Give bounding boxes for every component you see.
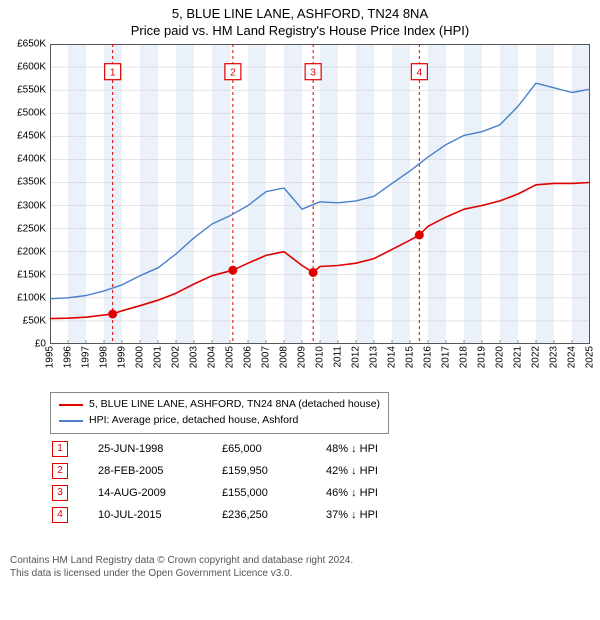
tx-price: £236,250: [220, 504, 324, 526]
x-tick-label: 2000: [135, 346, 146, 368]
plot-area: 1 2 3 4: [50, 44, 590, 344]
svg-text:3: 3: [310, 68, 316, 79]
x-tick-label: 2002: [171, 346, 182, 368]
plot-svg: 1 2 3 4: [50, 44, 590, 344]
x-tick-label: 2022: [531, 346, 542, 368]
x-tick-label: 1999: [117, 346, 128, 368]
y-tick-label: £150K: [0, 269, 46, 280]
tx-price: £155,000: [220, 482, 324, 504]
tx-date: 25-JUN-1998: [96, 438, 220, 460]
x-tick-label: 2013: [369, 346, 380, 368]
legend-label: 5, BLUE LINE LANE, ASHFORD, TN24 8NA (de…: [89, 397, 380, 413]
y-tick-label: £100K: [0, 292, 46, 303]
y-tick-label: £400K: [0, 154, 46, 165]
tx-price: £65,000: [220, 438, 324, 460]
x-axis: 1995199619971998199920002001200220032004…: [50, 346, 590, 384]
table-row: 3 14-AUG-2009£155,00046% ↓ HPI: [50, 482, 390, 504]
legend-item: 5, BLUE LINE LANE, ASHFORD, TN24 8NA (de…: [59, 397, 380, 413]
chart-area: £0 £50K £100K £150K £200K £250K £300K £350K £400…: [0, 44, 600, 384]
x-tick-label: 2019: [477, 346, 488, 368]
x-tick-label: 2018: [459, 346, 470, 368]
y-axis: £0£50K£100K£150K£200K£250K£300K£350K£400…: [0, 44, 50, 344]
tx-marker: 1: [52, 441, 68, 457]
tx-date: 10-JUL-2015: [96, 504, 220, 526]
x-tick-label: 2001: [153, 346, 164, 368]
x-tick-label: 2017: [441, 346, 452, 368]
legend-item: HPI: Average price, detached house, Ashf…: [59, 413, 380, 429]
y-tick-label: £0: [0, 339, 46, 350]
x-tick-label: 2015: [405, 346, 416, 368]
x-tick-label: 2021: [513, 346, 524, 368]
caption: Contains HM Land Registry data © Crown c…: [10, 554, 353, 580]
y-tick-label: £350K: [0, 177, 46, 188]
transactions-table: 1 25-JUN-1998£65,00048% ↓ HPI 2 28-FEB-2005…: [50, 438, 390, 526]
x-tick-label: 1995: [45, 346, 56, 368]
x-tick-label: 1997: [81, 346, 92, 368]
tx-date: 28-FEB-2005: [96, 460, 220, 482]
x-tick-label: 2003: [189, 346, 200, 368]
tx-marker: 2: [52, 463, 68, 479]
y-tick-label: £200K: [0, 246, 46, 257]
y-tick-label: £50K: [0, 315, 46, 326]
y-tick-label: £500K: [0, 108, 46, 119]
tx-marker: 4: [52, 507, 68, 523]
x-tick-label: 2009: [297, 346, 308, 368]
legend-swatch: [59, 420, 83, 422]
y-tick-label: £650K: [0, 39, 46, 50]
tx-price: £159,950: [220, 460, 324, 482]
tx-delta: 48% ↓ HPI: [324, 438, 390, 460]
x-tick-label: 2025: [585, 346, 596, 368]
y-tick-label: £300K: [0, 200, 46, 211]
x-tick-label: 2011: [333, 346, 344, 368]
x-tick-label: 2010: [315, 346, 326, 368]
tx-date: 14-AUG-2009: [96, 482, 220, 504]
chart-container: 5, BLUE LINE LANE, ASHFORD, TN24 8NA Pri…: [0, 0, 600, 620]
tx-delta: 37% ↓ HPI: [324, 504, 390, 526]
x-tick-label: 2016: [423, 346, 434, 368]
x-tick-label: 1998: [99, 346, 110, 368]
y-tick-label: £550K: [0, 85, 46, 96]
svg-text:1: 1: [110, 68, 116, 79]
title-line2: Price paid vs. HM Land Registry's House …: [0, 23, 600, 40]
x-tick-label: 2012: [351, 346, 362, 368]
table-row: 2 28-FEB-2005£159,95042% ↓ HPI: [50, 460, 390, 482]
tx-delta: 42% ↓ HPI: [324, 460, 390, 482]
x-tick-label: 2005: [225, 346, 236, 368]
legend: 5, BLUE LINE LANE, ASHFORD, TN24 8NA (de…: [50, 392, 389, 434]
x-tick-label: 2024: [567, 346, 578, 368]
y-tick-label: £450K: [0, 131, 46, 142]
caption-line2: This data is licensed under the Open Gov…: [10, 567, 353, 580]
x-tick-label: 2004: [207, 346, 218, 368]
svg-text:2: 2: [230, 68, 236, 79]
x-tick-label: 2020: [495, 346, 506, 368]
svg-text:4: 4: [417, 68, 423, 79]
x-tick-label: 2014: [387, 346, 398, 368]
y-tick-label: £250K: [0, 223, 46, 234]
table-row: 4 10-JUL-2015£236,25037% ↓ HPI: [50, 504, 390, 526]
x-tick-label: 2023: [549, 346, 560, 368]
legend-label: HPI: Average price, detached house, Ashf…: [89, 413, 298, 429]
tx-marker: 3: [52, 485, 68, 501]
x-tick-label: 1996: [63, 346, 74, 368]
chart-title: 5, BLUE LINE LANE, ASHFORD, TN24 8NA Pri…: [0, 0, 600, 40]
x-tick-label: 2008: [279, 346, 290, 368]
x-tick-label: 2006: [243, 346, 254, 368]
y-tick-label: £600K: [0, 62, 46, 73]
title-line1: 5, BLUE LINE LANE, ASHFORD, TN24 8NA: [0, 6, 600, 23]
caption-line1: Contains HM Land Registry data © Crown c…: [10, 554, 353, 567]
table-row: 1 25-JUN-1998£65,00048% ↓ HPI: [50, 438, 390, 460]
legend-swatch: [59, 404, 83, 406]
tx-delta: 46% ↓ HPI: [324, 482, 390, 504]
x-tick-label: 2007: [261, 346, 272, 368]
